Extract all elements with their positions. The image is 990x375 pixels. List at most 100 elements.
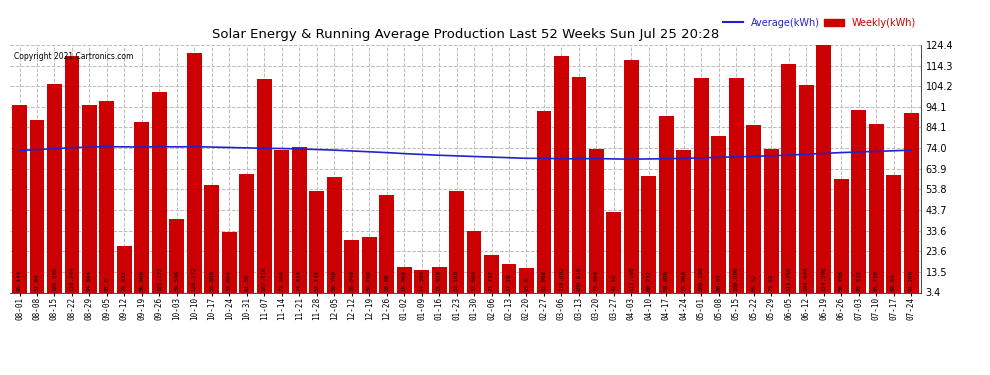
Bar	[309, 191, 324, 300]
Bar	[851, 110, 866, 300]
Text: 91.996: 91.996	[542, 270, 546, 291]
Text: 42.52: 42.52	[612, 273, 617, 291]
Text: 73.62: 73.62	[768, 273, 774, 291]
Bar	[135, 122, 149, 300]
Bar	[361, 237, 376, 300]
Text: 73.304: 73.304	[279, 270, 284, 291]
Bar	[169, 219, 184, 300]
Bar	[187, 54, 202, 300]
Text: 108.108: 108.108	[699, 266, 704, 291]
Bar	[240, 174, 254, 300]
Bar	[624, 60, 639, 300]
Title: Solar Energy & Running Average Production Last 52 Weeks Sun Jul 25 20:28: Solar Energy & Running Average Productio…	[212, 28, 719, 41]
Bar	[519, 267, 534, 300]
Text: 73.464: 73.464	[594, 270, 599, 291]
Bar	[799, 85, 814, 300]
Bar	[537, 111, 551, 300]
Bar	[764, 149, 779, 300]
Bar	[151, 92, 166, 300]
Text: 80.04: 80.04	[717, 273, 722, 291]
Text: 95.144: 95.144	[17, 270, 22, 291]
Text: 53.168: 53.168	[454, 270, 459, 291]
Text: 89.896: 89.896	[664, 270, 669, 291]
Bar	[502, 264, 517, 300]
Bar	[64, 56, 79, 300]
Text: 108.616: 108.616	[576, 266, 581, 291]
Bar	[746, 124, 761, 300]
Bar	[834, 179, 848, 300]
Text: 50.88: 50.88	[384, 273, 389, 291]
Text: 86.608: 86.608	[140, 270, 145, 291]
Bar	[222, 232, 237, 300]
Text: 58.708: 58.708	[839, 270, 843, 291]
Text: 72.908: 72.908	[681, 270, 686, 291]
Text: 94.864: 94.864	[87, 270, 92, 291]
Text: 55.888: 55.888	[209, 270, 214, 291]
Text: 104.844: 104.844	[804, 266, 809, 291]
Bar	[659, 116, 674, 300]
Text: 101.272: 101.272	[156, 266, 162, 291]
Bar	[99, 101, 115, 300]
Bar	[345, 240, 359, 300]
Bar	[484, 255, 499, 300]
Text: 85.52: 85.52	[751, 273, 756, 291]
Bar	[642, 176, 656, 300]
Text: 108.096: 108.096	[734, 266, 739, 291]
Bar	[204, 185, 219, 300]
Bar	[694, 78, 709, 300]
Text: 17.18: 17.18	[507, 273, 512, 291]
Text: 105.356: 105.356	[52, 266, 57, 291]
Text: 74.424: 74.424	[297, 270, 302, 291]
Text: 29.048: 29.048	[349, 270, 354, 291]
Text: 61.56: 61.56	[245, 273, 249, 291]
Text: 14.384: 14.384	[419, 270, 424, 291]
Bar	[82, 105, 97, 300]
Text: 124.396: 124.396	[821, 266, 827, 291]
Bar	[414, 270, 429, 300]
Bar	[117, 246, 132, 300]
Bar	[886, 176, 901, 300]
Bar	[571, 77, 586, 300]
Bar	[729, 78, 743, 300]
Text: 117.168: 117.168	[629, 266, 634, 291]
Bar	[274, 150, 289, 300]
Bar	[868, 124, 883, 300]
Bar	[466, 231, 481, 300]
Text: 33.604: 33.604	[471, 270, 476, 291]
Bar	[256, 79, 271, 300]
Text: 33.004: 33.004	[227, 270, 232, 291]
Text: 92.532: 92.532	[856, 270, 861, 291]
Bar	[432, 267, 446, 300]
Bar	[379, 195, 394, 300]
Text: 53.144: 53.144	[314, 270, 319, 291]
Legend: Average(kWh), Weekly(kWh): Average(kWh), Weekly(kWh)	[724, 18, 916, 28]
Text: 115.256: 115.256	[786, 266, 791, 291]
Text: 120.272: 120.272	[192, 266, 197, 291]
Text: 97.0: 97.0	[104, 277, 110, 291]
Bar	[589, 149, 604, 300]
Text: 30.768: 30.768	[366, 270, 371, 291]
Text: 16.068: 16.068	[402, 270, 407, 291]
Bar	[712, 136, 727, 300]
Bar	[449, 191, 464, 300]
Text: 25.932: 25.932	[122, 270, 127, 291]
Text: 91.296: 91.296	[909, 270, 914, 291]
Bar	[292, 147, 307, 300]
Text: 15.6: 15.6	[524, 277, 529, 291]
Bar	[30, 120, 45, 300]
Bar	[12, 105, 27, 300]
Text: 21.732: 21.732	[489, 270, 494, 291]
Text: Copyright 2021 Cartronics.com: Copyright 2021 Cartronics.com	[15, 53, 134, 62]
Text: 39.548: 39.548	[174, 270, 179, 291]
Bar	[397, 267, 412, 300]
Bar	[781, 64, 796, 300]
Text: 119.092: 119.092	[559, 266, 564, 291]
Bar	[816, 45, 832, 300]
Bar	[607, 213, 622, 300]
Text: 85.736: 85.736	[873, 270, 878, 291]
Text: 60.232: 60.232	[646, 270, 651, 291]
Bar	[676, 150, 691, 300]
Bar	[48, 84, 62, 300]
Text: 107.816: 107.816	[261, 266, 266, 291]
Bar	[904, 113, 919, 300]
